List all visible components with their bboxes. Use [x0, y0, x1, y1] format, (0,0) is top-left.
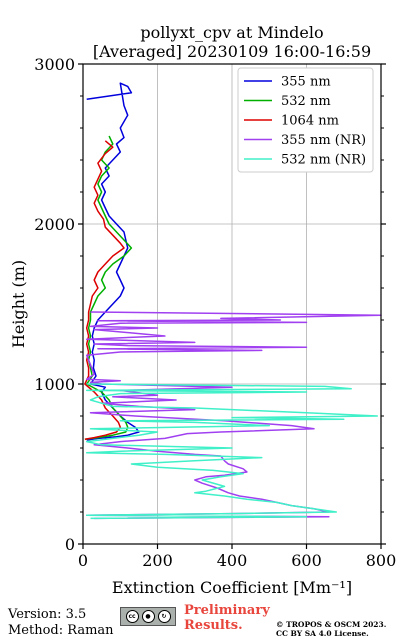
legend-label-4: 532 nm (NR) — [281, 153, 366, 168]
version-text: Version: 3.5 — [8, 607, 87, 622]
y-tick-label: 0 — [65, 535, 75, 554]
copyright-notice: © TROPOS & OSCM 2023. CC BY SA 4.0 Licen… — [276, 620, 386, 638]
legend: 355 nm 532 nm 1064 nm 355 nm (NR) 532 nm (NR… — [237, 67, 374, 173]
y-tick-label: 3000 — [34, 55, 75, 74]
x-axis-label: Extinction Coefficient [Mm⁻¹] — [112, 578, 352, 597]
series-line-0 — [86, 82, 140, 441]
cc-icon: cc — [125, 610, 139, 623]
attribution-icon: ● — [141, 610, 155, 623]
x-tick-label: 200 — [142, 551, 173, 570]
footer-info: Version: 3.5 Method: Raman — [8, 607, 114, 639]
chart-title-line1: pollyxt_cpv at Mindelo — [140, 23, 323, 42]
legend-label-0: 355 nm — [281, 75, 331, 90]
x-tick-label: 600 — [291, 551, 322, 570]
series-line-2 — [84, 140, 125, 440]
series-lines — [84, 82, 382, 520]
share-alike-icon: ↻ — [157, 610, 171, 623]
y-tick-label: 2000 — [34, 215, 75, 234]
cc-license-badge: cc ● ↻ — [120, 607, 176, 626]
extinction-chart: pollyxt_cpv at Mindelo [Averaged] 202301… — [9, 23, 396, 597]
y-axis-label: Height (m) — [9, 260, 28, 348]
y-tick-label: 1000 — [34, 375, 75, 394]
preliminary-line2: Results. — [184, 618, 243, 633]
legend-label-1: 532 nm — [281, 94, 331, 109]
x-tick-label: 800 — [366, 551, 397, 570]
legend-label-3: 355 nm (NR) — [281, 133, 366, 148]
preliminary-notice: Preliminary Results. — [184, 603, 270, 633]
copyright-line1: © TROPOS & OSCM 2023. — [276, 620, 387, 629]
chart-title-line2: [Averaged] 20230109 16:00-16:59 — [93, 42, 371, 61]
copyright-line2: CC BY SA 4.0 License. — [276, 629, 369, 638]
series-line-3 — [85, 311, 382, 520]
legend-label-2: 1064 nm — [281, 114, 339, 129]
method-text: Method: Raman — [8, 623, 114, 638]
x-tick-label: 0 — [78, 551, 88, 570]
series-line-4 — [85, 383, 379, 520]
legend-box — [237, 67, 374, 173]
preliminary-line1: Preliminary — [184, 603, 270, 618]
x-tick-label: 400 — [217, 551, 248, 570]
series-line-1 — [84, 135, 133, 440]
axis-ticks: 0 200 400 600 800 0 1000 2000 3000 — [34, 55, 396, 570]
